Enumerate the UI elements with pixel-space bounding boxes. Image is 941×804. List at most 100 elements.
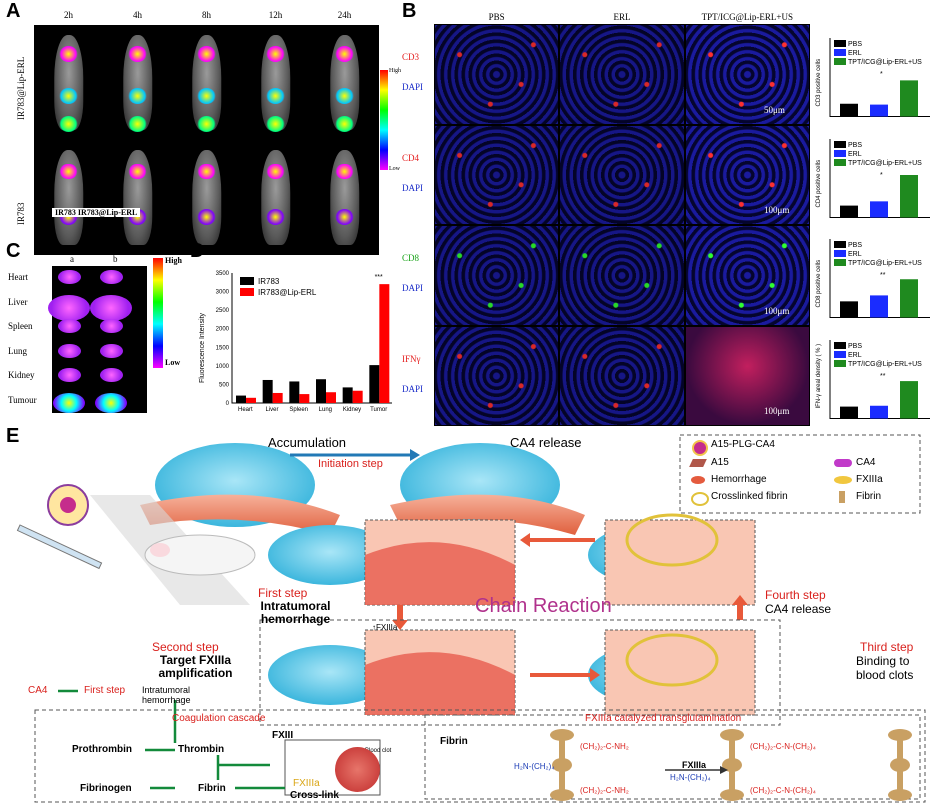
y-tick-label: 1000: [216, 364, 230, 370]
bar: [342, 387, 353, 403]
inset-label: IR783 IR783@Lip-ERL: [52, 208, 141, 217]
dapi-label: DAPI: [402, 283, 424, 293]
legend-label: PBS: [848, 343, 862, 350]
chem-formula: H₂N-(CH₂)₄: [670, 773, 711, 782]
scale-bar-label: 100μm: [764, 305, 790, 316]
organ-blob: [90, 294, 132, 321]
fibrin-icon: [839, 491, 845, 503]
significance-label: *: [880, 71, 883, 78]
panel-c: a b Heart Liver Spleen Lung Kidney Tumour Hig…: [0, 254, 185, 413]
bar: [900, 174, 918, 217]
bar: [326, 392, 336, 403]
organ-label: Spleen: [8, 321, 33, 331]
time-label: 24h: [337, 10, 352, 20]
legend-label: PBS: [848, 41, 862, 48]
significance-label: *: [880, 172, 883, 179]
flow-fxiii: FXIII: [272, 730, 294, 741]
legend-label: TPT/ICG@Lip-ERL+US: [848, 59, 922, 66]
axis: [231, 273, 392, 404]
time-label: 8h: [202, 10, 211, 20]
legend-label: TPT/ICG@Lip-ERL+US: [848, 160, 922, 167]
significance-label: **: [880, 373, 886, 380]
significance-label: ***: [375, 274, 383, 281]
micrograph-cell: [435, 25, 559, 124]
tumor-accumulation: [140, 443, 340, 535]
significance-label: **: [880, 272, 886, 279]
mouse-imaging-cell: [173, 26, 240, 139]
organ-image: [52, 266, 147, 413]
mouse-imaging-cell: [173, 141, 240, 254]
time-header-row: 2h 4h 8h 12h 24h: [34, 10, 379, 24]
legend-hemorrhage: Hemorrhage: [711, 474, 767, 485]
legend-fibrin: Fibrin: [856, 491, 882, 502]
organ-blob: [58, 343, 81, 358]
mouse-imaging-cell: [242, 141, 309, 254]
micrograph-cell: [435, 326, 559, 425]
legend-label: PBS: [848, 242, 862, 249]
bar: [870, 200, 888, 217]
organ-label: Liver: [8, 296, 28, 307]
organ-blob: [58, 319, 81, 333]
y-tick-label: 3000: [216, 290, 230, 296]
organ-label: Heart: [8, 272, 28, 282]
flow-ca4: CA4: [28, 685, 48, 696]
y-tick-label: 1500: [216, 345, 230, 351]
legend-ca4: CA4: [856, 457, 876, 468]
legend-label: ERL: [848, 151, 862, 158]
trans-fibrin: Fibrin: [440, 736, 468, 747]
legend-box: [679, 434, 921, 514]
transglutamination-box: [424, 714, 921, 800]
ca4-icon: [834, 459, 852, 467]
mechanism-schematic: [16, 434, 926, 803]
panel-label-c: C: [6, 240, 21, 262]
col-label: ERL: [613, 12, 631, 22]
legend-swatch: [834, 149, 846, 157]
organ-blob: [100, 368, 123, 382]
col-label: TPT/ICG@Lip-ERL+US: [701, 12, 793, 22]
flow-coagulation-cascade: Coagulation cascade: [172, 713, 266, 724]
legend-swatch: [240, 277, 254, 285]
bar: [316, 379, 326, 403]
axis: [829, 38, 930, 117]
bar: [900, 80, 918, 117]
third-step-desc: Binding to blood clots: [856, 654, 914, 682]
legend-label: ERL: [848, 352, 862, 359]
panel-label-d: D: [190, 240, 205, 262]
colorbar-high: High: [389, 68, 401, 74]
colorbar-low: Low: [165, 358, 181, 367]
legend-label: TPT/ICG@Lip-ERL+US: [848, 361, 922, 368]
bar: [352, 390, 363, 403]
bar: [262, 379, 273, 403]
organ-blob: [100, 319, 123, 333]
y-tick-label: 3500: [216, 271, 230, 277]
row-label: IR783@Lip-ERL: [16, 56, 26, 120]
fourth-step-desc: CA4 release: [765, 602, 832, 616]
bar: [246, 397, 256, 403]
mouse-imaging-cell: [35, 141, 102, 254]
flow-fibrinogen: Fibrinogen: [80, 783, 132, 794]
chem-formula: (CH₂)₂-C-N-(CH₂)₄: [750, 742, 816, 751]
flow-fxiiia: FXIIIa: [293, 778, 320, 789]
flow-intratumoral: Intratumoral hemorrhage: [142, 685, 191, 705]
amplification-box: [259, 619, 781, 726]
dapi-label: DAPI: [402, 82, 424, 92]
y-axis-label: CD3 positive cells: [816, 59, 822, 107]
accumulation-label: Accumulation: [268, 435, 347, 450]
mechanism-box: [34, 709, 926, 803]
chain-reaction-label: Chain Reaction: [475, 595, 612, 617]
legend-swatch: [834, 58, 846, 65]
x-tick-label: Lung: [319, 407, 332, 413]
x-tick-label: Kidney: [343, 407, 361, 413]
colorbar: [153, 258, 163, 368]
col-label: b: [113, 254, 118, 264]
tumor-second-step: [268, 629, 516, 716]
bar: [900, 279, 918, 318]
legend-swatch: [834, 40, 846, 47]
mouse-imaging-cell: [242, 26, 309, 139]
organ-blob: [58, 270, 81, 284]
col-label: a: [70, 254, 74, 264]
chem-formula: (CH₂)₂-C-NH₂: [580, 786, 629, 795]
fxiiia-icon: [834, 476, 852, 484]
fibrin-molecule: [888, 729, 912, 801]
dapi-label: DAPI: [402, 182, 424, 193]
